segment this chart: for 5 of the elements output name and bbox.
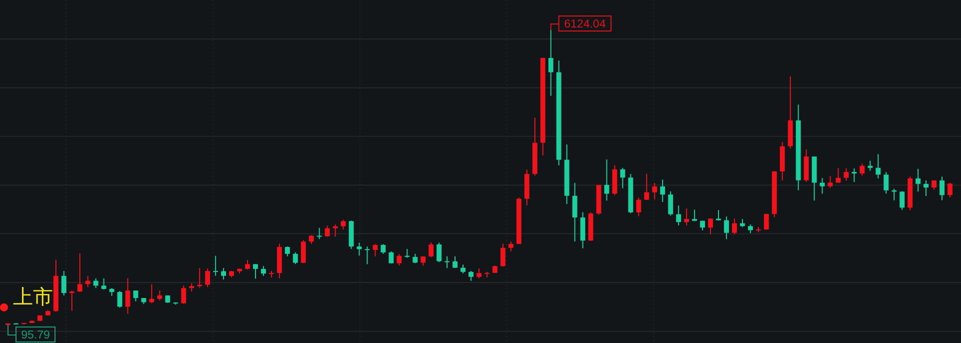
annotation: 6124.04 bbox=[550, 16, 612, 32]
annotation: 上市 bbox=[0, 286, 53, 312]
annotation: 95.79 bbox=[8, 324, 56, 342]
annotation: 6124.04 bbox=[564, 18, 606, 30]
annotation: 上市 bbox=[13, 286, 53, 308]
